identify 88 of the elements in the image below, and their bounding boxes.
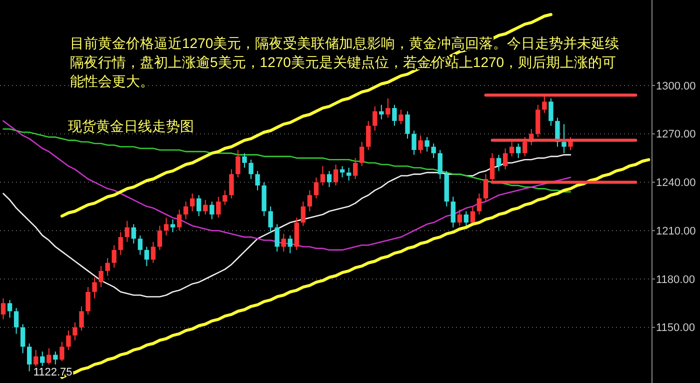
candlestick bbox=[34, 349, 38, 368]
y-tick-label: 1180.00 bbox=[656, 274, 695, 286]
candlestick bbox=[562, 124, 566, 154]
candlestick bbox=[405, 110, 410, 140]
candlestick bbox=[150, 241, 156, 264]
y-tick-label: 1150.00 bbox=[656, 322, 695, 334]
text: 现货黄金日线走势图 bbox=[68, 118, 194, 134]
candlestick bbox=[248, 159, 254, 180]
candlestick bbox=[516, 143, 521, 159]
candlestick bbox=[300, 201, 306, 226]
candlestick bbox=[281, 233, 286, 252]
candlestick bbox=[307, 190, 312, 212]
candlestick bbox=[131, 224, 136, 244]
candlestick bbox=[288, 234, 292, 254]
candlestick bbox=[112, 244, 116, 268]
candlestick bbox=[222, 190, 228, 206]
annotation: 1122.75 bbox=[33, 366, 72, 378]
candlestick bbox=[522, 136, 528, 157]
candlestick bbox=[0, 298, 6, 320]
y-tick-label: 1270.00 bbox=[656, 128, 696, 141]
candlestick bbox=[464, 210, 469, 228]
candlestick bbox=[210, 201, 214, 220]
candlestick bbox=[72, 322, 78, 341]
candlestick bbox=[60, 341, 64, 362]
candlestick bbox=[496, 154, 502, 172]
candlestick bbox=[450, 196, 456, 228]
y-tick-label: 1300.00 bbox=[656, 80, 696, 92]
candlestick bbox=[203, 199, 208, 215]
candlestick bbox=[176, 209, 182, 232]
candlestick bbox=[20, 324, 26, 354]
candlestick bbox=[386, 98, 390, 118]
candlestick bbox=[412, 130, 416, 156]
candlestick bbox=[138, 234, 143, 256]
candlestick bbox=[366, 120, 371, 150]
candlestick bbox=[438, 149, 442, 180]
candlestick bbox=[26, 342, 32, 372]
candlestick bbox=[66, 330, 71, 350]
candlestick bbox=[46, 348, 52, 365]
candlestick bbox=[379, 104, 384, 120]
candlestick bbox=[360, 141, 364, 167]
candlestick bbox=[216, 196, 221, 218]
candlestick bbox=[105, 258, 110, 276]
candlestick bbox=[124, 220, 130, 242]
candlestick bbox=[196, 194, 202, 217]
candlestick bbox=[483, 174, 488, 202]
candlestick bbox=[157, 225, 162, 250]
candlestick bbox=[242, 152, 247, 168]
candlestick bbox=[548, 98, 554, 126]
candlestick bbox=[274, 224, 280, 252]
candlestick bbox=[372, 106, 378, 132]
candlestick bbox=[118, 232, 123, 256]
y-tick-label: 1210.00 bbox=[656, 225, 696, 238]
y-tick-label: 1240.00 bbox=[656, 177, 696, 190]
candlestick bbox=[431, 143, 436, 159]
candlestick bbox=[502, 148, 508, 170]
candlestick bbox=[236, 149, 240, 178]
candlestick bbox=[79, 306, 84, 332]
candlestick bbox=[170, 218, 176, 233]
line-series bbox=[2, 120, 572, 251]
candlestick bbox=[346, 167, 352, 182]
candlestick bbox=[40, 351, 45, 367]
candlestick bbox=[86, 286, 90, 315]
candlestick bbox=[490, 152, 495, 183]
candlestick bbox=[333, 164, 338, 186]
candlestick bbox=[352, 158, 358, 180]
candlestick bbox=[14, 308, 19, 334]
candlestick bbox=[144, 246, 150, 267]
candlestick bbox=[398, 109, 404, 125]
line-series bbox=[2, 154, 572, 298]
candlestick bbox=[229, 168, 234, 199]
candlestick bbox=[392, 104, 397, 126]
candlestick bbox=[314, 176, 319, 199]
candlestick bbox=[190, 193, 195, 212]
candlestick bbox=[7, 299, 12, 318]
candlestick bbox=[98, 266, 104, 288]
candlestick bbox=[164, 217, 169, 236]
candlestick bbox=[268, 206, 273, 233]
candlestick bbox=[424, 136, 430, 152]
candlestick bbox=[53, 351, 58, 365]
candlestick bbox=[255, 170, 260, 191]
candlestick bbox=[509, 141, 514, 157]
candlestick bbox=[92, 276, 97, 299]
candlestick bbox=[320, 166, 326, 186]
candlestick bbox=[183, 201, 188, 220]
candlestick bbox=[418, 134, 423, 154]
candlestick bbox=[476, 193, 482, 215]
candlestick bbox=[326, 170, 332, 188]
candlestick bbox=[457, 209, 462, 226]
